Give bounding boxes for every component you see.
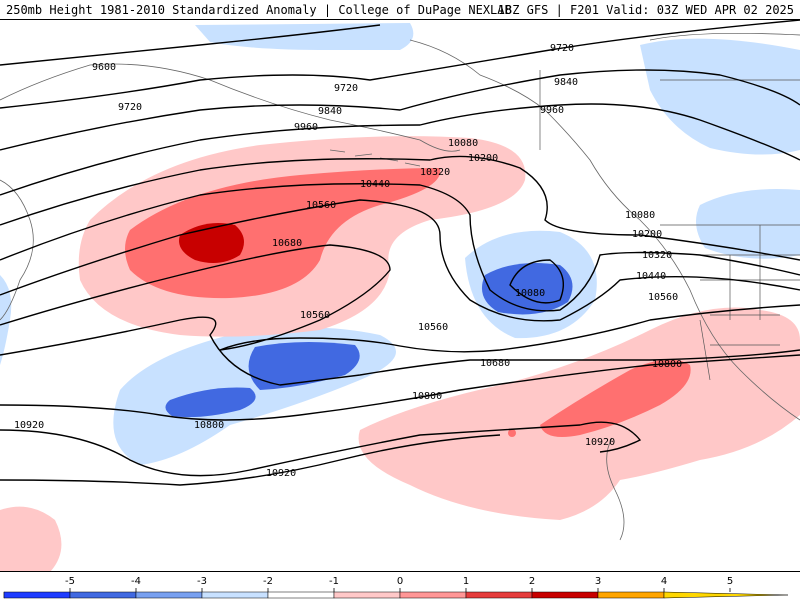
colorbar-segment	[531, 591, 599, 599]
colorbar-segment	[399, 591, 467, 599]
contour-label: 9720	[118, 102, 142, 113]
colorbar-tick-label: 4	[661, 576, 667, 587]
colorbar-segment	[3, 591, 71, 599]
colorbar-tick-label: 2	[529, 576, 535, 587]
contour-label: 10440	[360, 179, 390, 190]
contour-label: 10800	[194, 420, 224, 431]
contour-label: 10080	[625, 210, 655, 221]
colorbar-tick-label: -4	[131, 576, 141, 587]
contour-label: 10200	[632, 229, 662, 240]
colorbar-segment	[135, 591, 203, 599]
colorbar-segment	[465, 591, 533, 599]
colorbar-tick-label: -2	[263, 576, 273, 587]
contour-label: 10320	[642, 250, 672, 261]
contour-label: 10920	[585, 437, 615, 448]
colorbar-segment	[201, 591, 269, 599]
colorbar: -5 -4 -3 -2 -1 0 1 2 3 4 5	[3, 576, 789, 599]
contour-label: 9840	[318, 106, 342, 117]
colorbar-segment	[597, 591, 665, 599]
colorbar-tick-label: -3	[197, 576, 207, 587]
contour-label: 10680	[272, 238, 302, 249]
contour-label: 10800	[412, 391, 442, 402]
contour-label: 10800	[652, 359, 682, 370]
contour-label: 10080	[448, 138, 478, 149]
colorbar-segment	[69, 591, 137, 599]
colorbar-segment	[333, 591, 401, 599]
colorbar-tick-label: 3	[595, 576, 601, 587]
colorbar-tick-label: 0	[397, 576, 403, 587]
positive-anomaly-shading	[0, 136, 800, 571]
contour-label: 10560	[418, 322, 448, 333]
height-contours	[0, 20, 800, 486]
contour-label: 10920	[266, 468, 296, 479]
map-header: 250mb Height 1981-2010 Standardized Anom…	[0, 0, 800, 20]
contour-label: 10440	[636, 271, 666, 282]
colorbar-tick-label: 1	[463, 576, 469, 587]
contour-label: 10200	[468, 153, 498, 164]
political-borders	[539, 32, 800, 381]
contour-label: 10080	[515, 288, 545, 299]
contour-label: 9960	[294, 122, 318, 133]
colorbar-tick-label: -5	[65, 576, 75, 587]
contour-labels: 9600 9720 9720 9720 9840 9840 9960 9960 …	[14, 43, 682, 479]
contour-label: 10560	[306, 200, 336, 211]
contour-label: 9720	[334, 83, 358, 94]
map-title: 250mb Height 1981-2010 Standardized Anom…	[6, 3, 512, 17]
contour-label: 10680	[480, 358, 510, 369]
model-run-info: 18Z GFS | F201 Valid: 03Z WED APR 02 202…	[497, 3, 794, 17]
colorbar-tick-label: -1	[329, 576, 339, 587]
colorbar-segment	[663, 591, 789, 599]
contour-label: 10320	[420, 167, 450, 178]
extreme-positive-anomaly	[179, 222, 244, 264]
map-canvas: 9600 9720 9720 9720 9840 9840 9960 9960 …	[0, 20, 800, 571]
contour-label: 10560	[648, 292, 678, 303]
contour-label: 10560	[300, 310, 330, 321]
contour-label: 10920	[14, 420, 44, 431]
contour-label: 9720	[550, 43, 574, 54]
contour-label: 9840	[554, 77, 578, 88]
contour-label: 9600	[92, 62, 116, 73]
anomaly-map: 9600 9720 9720 9720 9840 9840 9960 9960 …	[0, 20, 800, 572]
colorbar-legend: -5 -4 -3 -2 -1 0 1 2 3 4 5	[0, 572, 800, 600]
contour-label: 9960	[540, 105, 564, 116]
colorbar-tick-label: 5	[727, 576, 733, 587]
colorbar-segment	[267, 591, 335, 599]
